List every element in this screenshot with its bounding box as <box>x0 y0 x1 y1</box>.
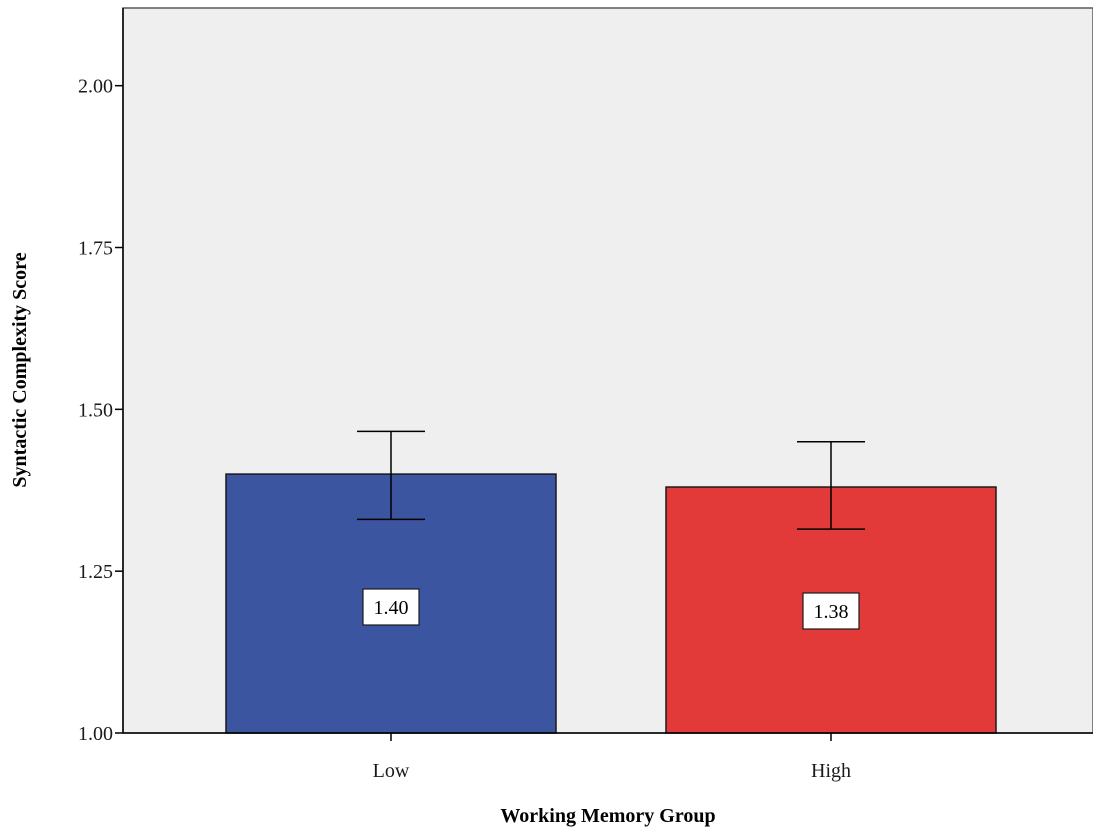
data-label-1: 1.38 <box>814 601 849 623</box>
y-tick-label-4: 2.00 <box>78 76 113 98</box>
data-label-0: 1.40 <box>374 597 409 619</box>
y-tick-label-1: 1.25 <box>78 561 113 583</box>
x-axis-title: Working Memory Group <box>500 805 715 827</box>
chart-marks: 1.40 1.38 <box>225 430 997 734</box>
y-tick-label-0: 1.00 <box>78 723 113 745</box>
data-label-box-0 <box>362 588 420 626</box>
data-label-box-1 <box>802 592 860 630</box>
x-tick-label-low: Low <box>373 760 410 782</box>
y-tick-label-3: 1.75 <box>78 238 113 260</box>
y-tick-label-2: 1.50 <box>78 399 113 421</box>
y-axis: 1.00 1.25 1.50 1.75 2.00 <box>78 8 124 745</box>
x-axis: Low High <box>123 732 1093 782</box>
y-axis-title: Syntactic Complexity Score <box>9 252 31 487</box>
x-tick-label-high: High <box>811 760 851 782</box>
